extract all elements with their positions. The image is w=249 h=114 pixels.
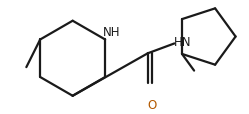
Text: HN: HN xyxy=(174,36,192,49)
Text: O: O xyxy=(147,98,156,111)
Text: NH: NH xyxy=(103,26,121,39)
